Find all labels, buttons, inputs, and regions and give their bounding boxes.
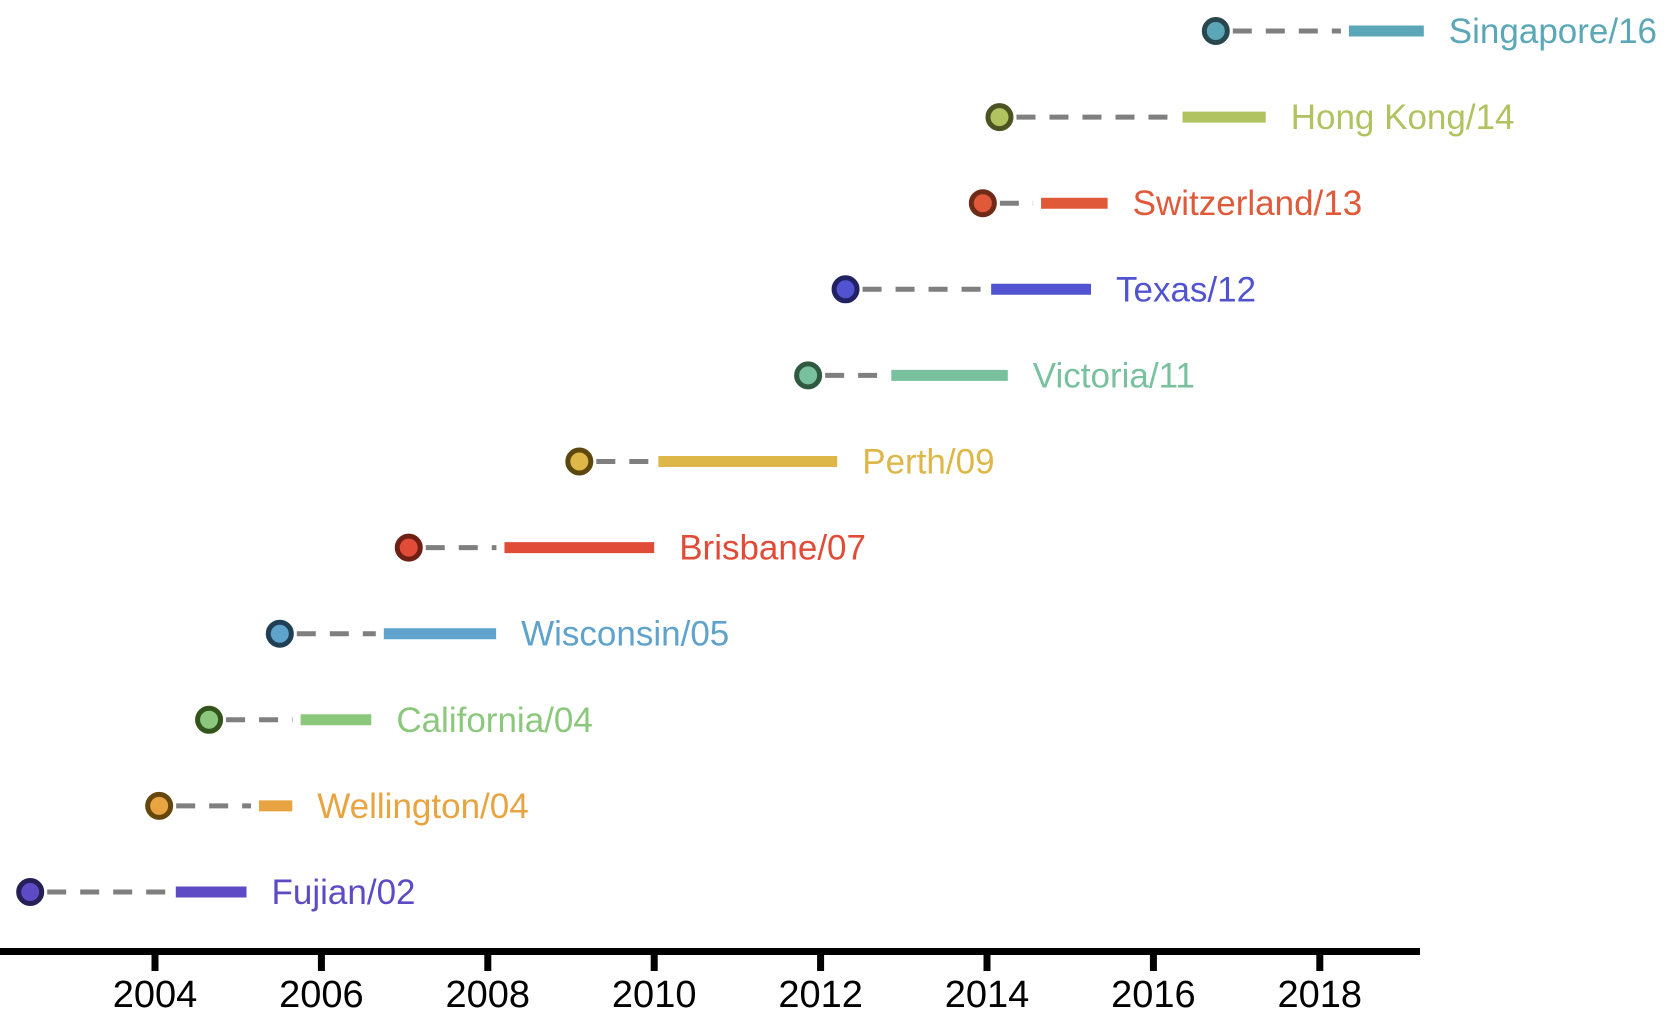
strain-dot — [831, 275, 860, 304]
strain-dot — [1201, 17, 1230, 45]
x-axis-tick-label: 2014 — [945, 974, 1030, 1016]
strain-label: Singapore/16 — [1449, 12, 1657, 51]
strain-dot — [145, 791, 174, 820]
x-axis-tick-label: 2010 — [612, 974, 697, 1016]
strain-label: Switzerland/13 — [1133, 184, 1363, 223]
strain-label: California/04 — [396, 701, 593, 740]
strain-label: Wellington/04 — [317, 787, 528, 826]
strain-label: Texas/12 — [1116, 270, 1256, 309]
strain-dot — [394, 533, 423, 562]
strain-dot — [565, 447, 594, 476]
x-axis-tick-label: 2008 — [446, 974, 531, 1016]
strain-dot — [16, 878, 45, 906]
strain-label: Wisconsin/05 — [521, 615, 729, 654]
x-axis-tick-label: 2018 — [1278, 974, 1363, 1016]
strain-label: Hong Kong/14 — [1291, 98, 1515, 137]
x-axis-tick-label: 2012 — [778, 974, 863, 1016]
x-axis-tick-label: 2004 — [113, 974, 198, 1016]
strain-label: Victoria/11 — [1033, 356, 1195, 395]
strain-dot — [968, 189, 997, 218]
strain-label: Fujian/02 — [272, 873, 416, 912]
strain-dot — [794, 361, 823, 390]
strain-dot — [195, 705, 224, 734]
x-axis-tick-label: 2016 — [1111, 974, 1196, 1016]
x-axis-tick-label: 2006 — [279, 974, 364, 1016]
strain-dot — [985, 103, 1014, 132]
strain-label: Brisbane/07 — [679, 529, 866, 568]
strain-label: Perth/09 — [862, 443, 994, 482]
strain-dot — [265, 619, 294, 648]
